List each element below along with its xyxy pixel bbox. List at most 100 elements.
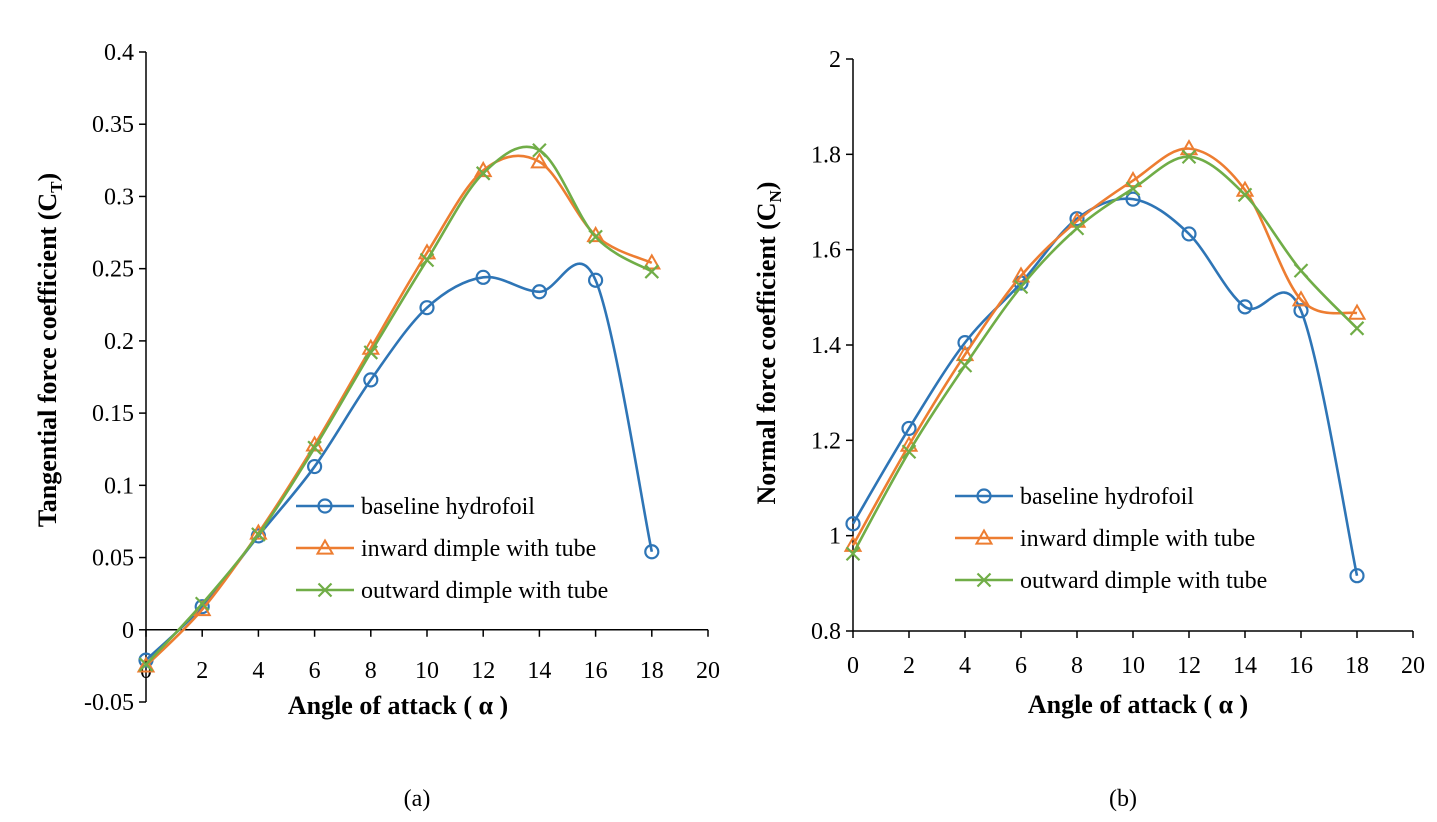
- chart-a-data-point: [475, 166, 491, 181]
- chart-b-x-tick-label: 8: [1071, 653, 1083, 679]
- chart-a-data-point: [419, 252, 435, 268]
- chart-a-data-point: [475, 269, 491, 285]
- chart-b-data-point: [845, 516, 861, 532]
- chart-b-data-point: [1125, 181, 1141, 196]
- chart-b-y-axis-title-close: ): [752, 182, 781, 191]
- chart-b-data-point: [1347, 303, 1367, 320]
- chart-b-data-point: [1181, 226, 1197, 242]
- chart-b-y-tick-label: 2: [829, 47, 841, 73]
- chart-a-y-axis-title-close: ): [33, 173, 62, 182]
- chart-a-x-tick-label: 16: [584, 658, 608, 684]
- chart-b-data-point: [1011, 266, 1031, 283]
- chart-a-y-tick-label: 0: [122, 618, 134, 644]
- chart-b-legend-label: inward dimple with tube: [1020, 526, 1255, 552]
- chart-a-data-point: [644, 544, 660, 560]
- chart-b-data-point: [1013, 279, 1029, 295]
- chart-a-data-point: [419, 300, 435, 316]
- chart-a-data-point: [532, 142, 547, 158]
- chart-a-data-point: [136, 656, 156, 673]
- chart-a-legend-marker: [317, 582, 333, 598]
- chart-a-y-axis-title-main: Tangential force coefficient (C: [33, 193, 62, 527]
- chart-a-legend-label: baseline hydrofoil: [361, 494, 535, 520]
- chart-b-y-axis-title-main: Normal force coefficient (C: [752, 202, 781, 504]
- chart-a-y-tick-label: 0.35: [92, 112, 134, 138]
- chart-b-x-tick-label: 16: [1289, 653, 1313, 679]
- chart-b-data-point: [1069, 220, 1085, 236]
- chart-b-y-tick-label: 1.4: [811, 333, 841, 359]
- chart-b-data-point: [1181, 149, 1197, 164]
- chart-b-x-axis-title: Angle of attack ( α ): [1028, 690, 1248, 719]
- chart-b-legend-label: outward dimple with tube: [1020, 568, 1267, 594]
- chart-a-x-tick-label: 14: [527, 658, 551, 684]
- chart-a-data-point: [531, 284, 548, 300]
- chart-b-legend-marker: [974, 528, 994, 545]
- chart-b-y-tick-label: 0.8: [811, 619, 841, 645]
- chart-a-data-point: [530, 152, 549, 169]
- chart-a-data-point: [588, 229, 603, 245]
- chart-b-data-point: [1293, 263, 1309, 278]
- chart-a-data-point: [194, 596, 210, 612]
- chart-b-data-point: [901, 444, 917, 460]
- chart-a-y-tick-label: 0.1: [104, 473, 134, 499]
- chart-a-data-point: [644, 264, 660, 279]
- chart-a-data-point: [138, 657, 154, 672]
- chart-b: 0.811.21.41.61.820 2 4 6 8 10 12 14 16 18 20Angle …: [752, 47, 1425, 812]
- chart-b-y-tick-label: 1: [829, 524, 841, 550]
- chart-b-series-line: [851, 155, 1358, 555]
- chart-a-x-tick-label: 4: [252, 658, 264, 684]
- chart-b-data-point: [1237, 187, 1253, 203]
- chart-a-y-tick-label: 0.3: [104, 184, 134, 210]
- chart-a-x-axis-title: Angle of attack ( α ): [288, 691, 508, 720]
- chart-a-y-axis-title-sub: T: [47, 181, 66, 193]
- chart-a-legend: baseline hydrofoil inward dimple with tub…: [296, 494, 608, 604]
- chart-b-data-point: [1349, 321, 1365, 336]
- chart-b-x-tick-label: 4: [959, 653, 971, 679]
- chart-b-data-point: [955, 345, 975, 362]
- chart-b-x-tick-label: 10: [1121, 653, 1145, 679]
- chart-b-data-point: [1349, 568, 1365, 584]
- chart-b-x-tick-label: 6: [1015, 653, 1027, 679]
- chart-a-y-tick-label: -0.05: [84, 690, 134, 716]
- chart-b-y-axis-title-sub: N: [766, 189, 785, 202]
- chart-b-x-tick-label: 0: [847, 653, 859, 679]
- chart-a-y-tick-label: 0.25: [92, 257, 134, 283]
- chart-a-y-tick-label: 0.4: [104, 40, 134, 66]
- chart-a-legend-label: inward dimple with tube: [361, 536, 596, 562]
- chart-a-data-point: [307, 458, 323, 475]
- chart-a-y-tick-label: 0.2: [104, 329, 134, 355]
- chart-b-x-tick-label: 2: [903, 653, 915, 679]
- chart-a-x-tick-label: 20: [696, 658, 720, 684]
- chart-b-x-tick-label: 12: [1177, 653, 1201, 679]
- chart-b-data-point: [1179, 139, 1199, 156]
- chart-b-y-tick-label: 1.2: [811, 428, 841, 454]
- chart-a-legend-marker: [317, 498, 333, 514]
- chart-a-x-tick-label: 6: [309, 658, 321, 684]
- chart-a-series-0: [138, 262, 660, 668]
- chart-b-legend-marker: [976, 488, 992, 504]
- chart-b-series-line: [851, 197, 1359, 576]
- chart-a-data-point: [587, 272, 604, 288]
- chart-b-series-1: [843, 139, 1367, 552]
- chart-a-series-line: [145, 145, 653, 666]
- chart-a-data-point: [642, 253, 662, 270]
- chart-b-series-line: [851, 147, 1358, 546]
- chart-a-panel-label: (a): [404, 786, 431, 812]
- chart-a-data-point: [251, 527, 266, 542]
- chart-b-y-axis-title: Normal force coefficient (CN): [752, 182, 785, 505]
- chart-b-series-2: [845, 149, 1365, 562]
- chart-b-data-point: [1293, 303, 1309, 319]
- chart-b-data-point: [901, 420, 917, 437]
- chart-b-legend: baseline hydrofoil inward dimple with tub…: [955, 484, 1267, 594]
- chart-b-x-tick-label: 20: [1401, 653, 1425, 679]
- chart-a-data-point: [307, 440, 322, 456]
- chart-b-data-point: [1237, 299, 1253, 315]
- chart-a-series-2: [138, 142, 660, 672]
- chart-a-x-tick-label: 10: [415, 658, 439, 684]
- chart-b-data-point: [1291, 290, 1311, 307]
- chart-b-panel-label: (b): [1109, 786, 1137, 812]
- chart-a-y-axis-title: Tangential force coefficient (CT): [33, 173, 66, 527]
- chart-b-data-point: [1123, 171, 1143, 188]
- chart-b-x-tick-label: 14: [1233, 653, 1257, 679]
